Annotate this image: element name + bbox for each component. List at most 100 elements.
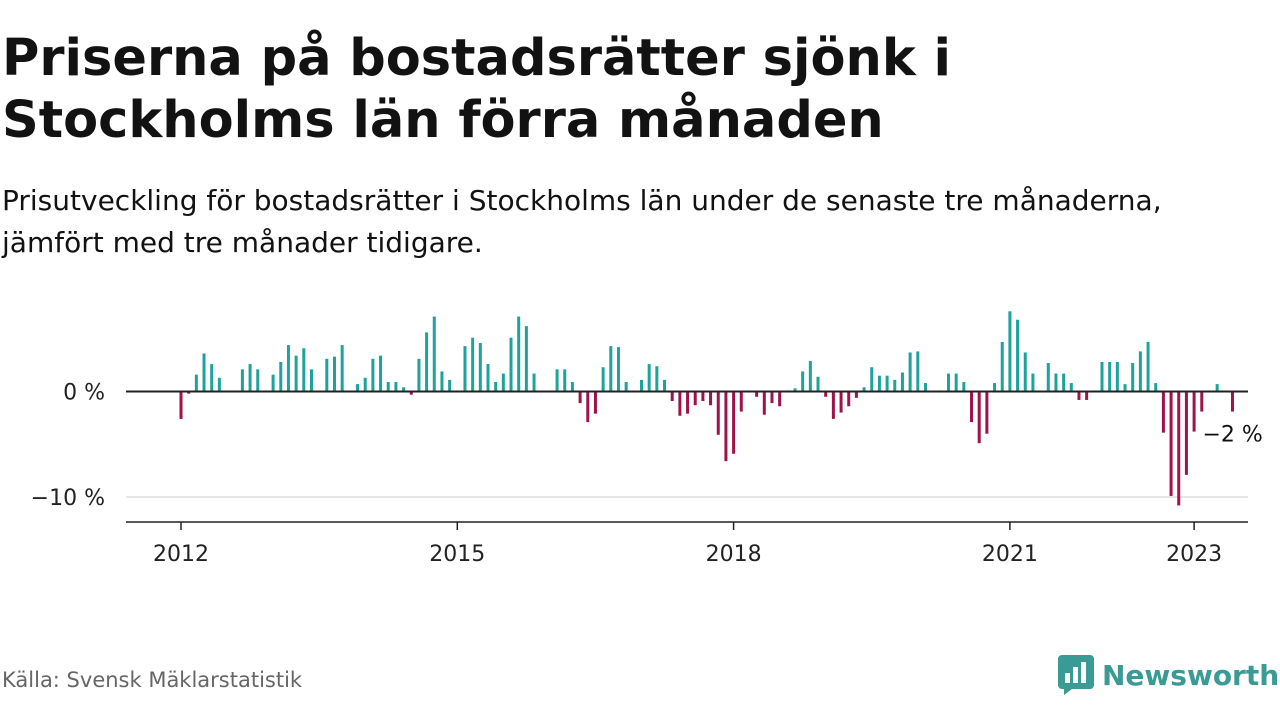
bar [970,391,974,423]
bar [1077,391,1081,400]
bar [417,358,421,392]
bar [854,391,858,398]
bar [1192,391,1196,432]
bar [870,367,874,392]
bar [839,391,843,413]
bar [1062,373,1066,392]
bar [432,316,436,392]
bars [179,311,1234,506]
bar [770,391,774,404]
bar [1100,361,1104,392]
bar [356,384,360,392]
bar [670,391,674,401]
bar [739,391,743,412]
bar [240,369,244,392]
bar [862,387,866,392]
bar [1008,311,1012,392]
bar [586,391,590,423]
bar [616,347,620,392]
bar [179,391,183,419]
bar [1161,391,1165,433]
bar [555,369,559,392]
bar [325,358,329,392]
bar [778,391,782,407]
x-tick-label: 2012 [153,542,209,567]
bar [409,391,413,395]
bar [701,391,705,401]
bar [678,391,682,416]
bar [1154,383,1158,392]
bar [394,382,398,392]
brand[interactable]: Newsworthy [1058,653,1280,697]
brand-name: Newsworthy [1102,658,1280,692]
bar [593,391,597,414]
bar [847,391,851,407]
x-tick-label: 2023 [1166,542,1222,567]
bar [663,379,667,392]
bar [831,391,835,419]
bar [471,337,475,392]
bar [923,383,927,392]
bar [1115,361,1119,392]
bar [302,348,306,392]
x-tick-label: 2021 [982,542,1038,567]
bar [486,364,490,392]
bar [1085,391,1089,400]
bar [655,366,659,392]
bar [1054,373,1058,392]
bar [425,332,429,392]
bar [1069,383,1073,392]
bar [524,326,528,392]
bar [309,369,313,392]
bar [793,388,797,392]
last-value-annotation: −2 % [1203,423,1263,448]
bar [954,373,958,392]
bar [1023,352,1027,392]
bar [386,382,390,392]
bar [440,371,444,392]
bar [724,391,728,462]
x-axis-ticks: 2012 2015 2018 2021 2023 [153,522,1222,567]
bar [755,391,759,397]
bar [647,364,651,392]
bar [1031,373,1035,392]
bar [816,376,820,392]
bar [908,352,912,392]
bar [1177,391,1181,506]
x-tick-label: 2018 [706,542,762,567]
bar [340,345,344,392]
bar [194,374,198,392]
bar [578,391,582,404]
bar [709,391,713,406]
bar [271,374,275,392]
bar [1138,351,1142,392]
bar [1200,391,1204,412]
bar [371,358,375,392]
bar [1184,391,1188,475]
bar [279,361,283,392]
bar [570,382,574,392]
bar [801,371,805,392]
chart-subtitle: Prisutveckling för bostadsrätter i Stock… [2,184,1162,259]
x-tick-label: 2015 [429,542,485,567]
bar [1215,384,1219,392]
bar [217,377,221,392]
bar [693,391,697,406]
bar [478,342,482,392]
bar [609,346,613,392]
bar [640,379,643,392]
bar [1131,363,1135,392]
bar [517,316,521,392]
bar [601,367,605,392]
bar [624,382,628,392]
source-note: Källa: Svensk Mäklarstatistik [2,668,303,692]
bar [210,364,214,392]
bar [379,355,383,392]
chart-title: Priserna på bostadsrätter sjönk i Stockh… [2,29,951,150]
bar [402,387,406,392]
bar [993,383,997,392]
y-axis-labels: 0 % −10 % [31,381,105,512]
bar [947,373,950,392]
bar [808,360,812,392]
y-tick-label: −10 % [31,486,105,511]
